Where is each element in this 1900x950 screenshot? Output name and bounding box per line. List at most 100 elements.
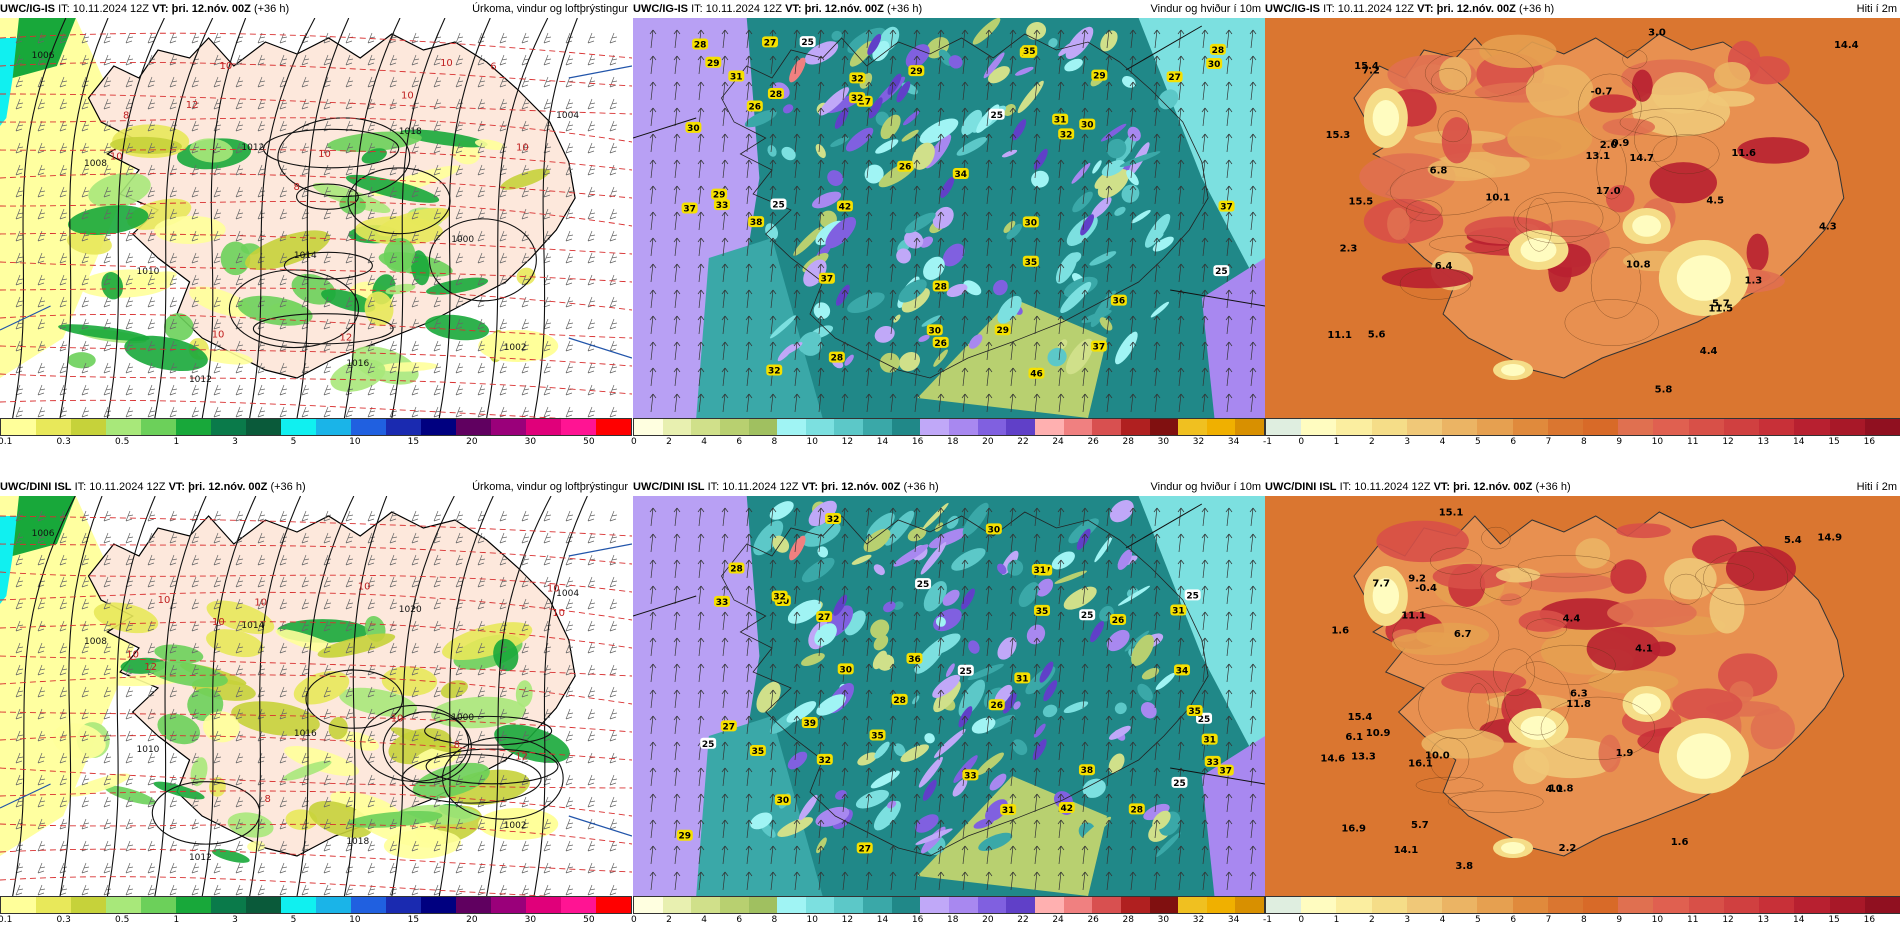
colorbar-tick: 5	[290, 915, 297, 925]
valid-time: þri. 12.nóv. 00Z	[821, 481, 901, 493]
temp-label: 4.4	[1700, 346, 1718, 357]
gust-label: 32	[851, 74, 864, 84]
colorbar-swatch	[281, 419, 316, 435]
temp-label: 5.6	[1368, 329, 1386, 340]
colorbar-swatch	[36, 897, 71, 913]
colorbar-tick: 10	[1651, 437, 1664, 447]
it-label: IT:	[1339, 481, 1352, 493]
colorbar-swatch	[1688, 897, 1724, 913]
colorbar-swatch	[1235, 419, 1265, 435]
colorbar-tick: 18	[947, 437, 959, 447]
temp-label: 14.6	[1320, 754, 1345, 765]
contour-label: 12	[515, 752, 528, 763]
colorbar-tick: 0	[631, 915, 637, 925]
temp-label: 5.7	[1411, 820, 1429, 831]
contour-label: 12	[144, 662, 157, 673]
gust-label: 27	[1168, 73, 1181, 83]
colorbar-tick: 8	[1581, 437, 1587, 447]
colorbar-swatch	[777, 419, 806, 435]
colorbar-swatch	[777, 897, 806, 913]
contour-label: 10	[126, 649, 139, 660]
colorbar-swatch	[1759, 897, 1795, 913]
gust-label: 28	[831, 354, 844, 364]
colorbar-tick: 15	[1828, 915, 1840, 925]
colorbar-swatch	[1006, 897, 1035, 913]
colorbar-tick: 32	[1192, 437, 1205, 447]
colorbar-tick: 8	[771, 437, 778, 447]
temp-label: 15.3	[1326, 130, 1351, 141]
temp-label: 1.6	[1331, 625, 1349, 636]
colorbar-swatch	[977, 897, 1007, 913]
gust-label: 32	[768, 367, 781, 377]
model-name: UWC/IG-IS	[633, 3, 688, 15]
gust-label: 29	[679, 832, 692, 842]
colorbar-tick: 12	[841, 437, 854, 447]
colorbar-tick: 4	[701, 437, 707, 447]
temp-label: 10.8	[1549, 783, 1574, 794]
colorbar-tick: 1	[173, 437, 180, 447]
contour-label: 1016	[294, 729, 317, 739]
vt-label: VT:	[801, 481, 819, 493]
colorbar-swatch	[1547, 897, 1583, 913]
colorbar-tick: 8	[771, 915, 778, 925]
contour-label: 10	[110, 151, 123, 162]
gust-label: 28	[934, 282, 947, 292]
vt-label: VT:	[785, 3, 802, 15]
colorbar-swatch	[1149, 419, 1179, 435]
temp-label: 0.9	[1612, 138, 1630, 149]
colorbar-swatch	[1653, 897, 1689, 913]
colorbar-tick: 28	[1122, 437, 1134, 447]
colorbar-swatch	[1759, 419, 1795, 435]
contour-label: 1010	[137, 745, 160, 755]
temp-label: 4.3	[1819, 221, 1837, 232]
gust-label: 33	[716, 201, 729, 211]
temp-label: 4.1	[1635, 643, 1653, 654]
colorbar-swatch	[386, 897, 421, 913]
colorbar-swatch	[1723, 897, 1760, 913]
temp-label: 10.8	[1626, 259, 1651, 270]
lead-time: (+36 h)	[270, 481, 306, 493]
colorbar-swatch	[596, 897, 631, 913]
vt-label: VT:	[1433, 481, 1451, 493]
gust-label: 25	[1186, 591, 1199, 601]
contour-label: 1008	[84, 637, 107, 647]
colorbar-swatch	[1266, 419, 1302, 435]
temp-label: 13.3	[1351, 752, 1376, 763]
contour-label: 12	[339, 333, 352, 344]
gust-label: 25	[1081, 611, 1094, 621]
colorbar-swatch	[949, 897, 978, 913]
colorbar-tick: 9	[1616, 915, 1623, 925]
colorbar-tick: 30	[524, 915, 537, 925]
gust-label: 31	[1172, 607, 1185, 617]
colorbar-swatch	[1034, 897, 1064, 913]
colorbar-swatch	[1794, 419, 1830, 435]
panel-header: UWC/DINI ISL IT: 10.11.2024 12Z VT: þri.…	[1265, 478, 1900, 496]
gust-label: 42	[839, 202, 852, 212]
colorbar-tick: 2	[666, 437, 672, 447]
colorbar-tick: 10	[349, 915, 361, 925]
init-time: 10.11.2024 12Z	[89, 481, 166, 493]
gust-label: 29	[1093, 72, 1106, 82]
precip-map-svg: 1006100810101012101410161018102010001002…	[0, 496, 632, 896]
colorbar-tick: 16	[1863, 915, 1876, 925]
lead-time: (+36 h)	[253, 3, 290, 15]
gust-label: 29	[707, 59, 720, 69]
colorbar-swatch	[1864, 419, 1900, 435]
colorbar-swatch	[246, 419, 281, 435]
colorbar-tick: 24	[1052, 437, 1064, 447]
gust-label: 25	[1173, 779, 1186, 789]
colorbar-tick: 12	[841, 915, 854, 925]
panel-header: UWC/IG-IS IT: 10.11.2024 12Z VT: þri. 12…	[633, 0, 1265, 18]
colorbar-tick: 0	[1298, 437, 1305, 447]
temp-label: 15.4	[1354, 61, 1379, 72]
contour-label: 10	[391, 714, 404, 725]
temp-label: 15.4	[1348, 712, 1373, 723]
colorbar-tick: 0.5	[115, 915, 130, 925]
colorbar-swatch	[1063, 897, 1093, 913]
contour-label: 1014	[241, 621, 264, 631]
model-name: UWC/IG-IS	[1265, 3, 1320, 15]
contour-label: 1020	[399, 605, 422, 615]
colorbar-swatch	[1092, 419, 1121, 435]
colorbar-tick: 4	[1439, 915, 1446, 925]
contour-label: 8	[265, 794, 271, 805]
